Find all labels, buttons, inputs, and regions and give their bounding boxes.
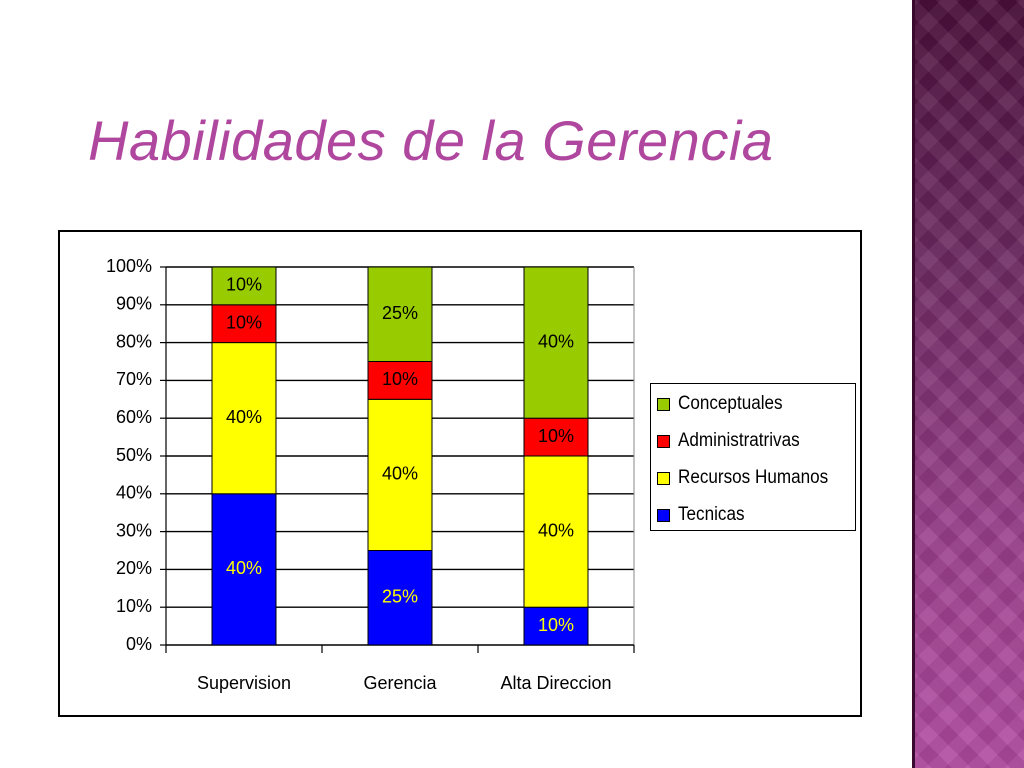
bar-segment	[211, 493, 277, 646]
bar-segment	[211, 266, 277, 306]
data-label: 40%	[226, 407, 262, 427]
legend-swatch	[657, 434, 670, 448]
x-tick-label: Supervision	[197, 673, 291, 693]
stacked-bar-chart: 0% 10% 20% 30% 40% 50% 60% 70% 80% 90% 100% Supervi…	[106, 256, 635, 693]
x-tick-label: Gerencia	[363, 673, 437, 693]
data-label: 10%	[382, 369, 418, 389]
y-tick-label: 80%	[116, 331, 152, 351]
y-tick-label: 50%	[116, 445, 152, 465]
legend-label: Recursos Humanos	[678, 467, 829, 488]
y-tick-label: 0%	[126, 634, 152, 654]
data-label: 40%	[226, 558, 262, 578]
legend-item: Conceptuales	[657, 392, 794, 416]
data-label: 10%	[226, 312, 262, 332]
bar-segment	[523, 417, 589, 457]
bar-segment	[367, 361, 433, 400]
legend-item: Tecnicas	[657, 503, 752, 527]
data-label: 40%	[538, 331, 574, 351]
legend-item: Recursos Humanos	[657, 466, 845, 490]
legend-label: Administratrivas	[678, 430, 800, 451]
chart-legend: Conceptuales Administratrivas Recursos Hum…	[650, 383, 856, 531]
y-tick-label: 20%	[116, 558, 152, 578]
bar-segment	[211, 304, 277, 344]
bar-segment	[367, 550, 433, 646]
side-band-edge	[912, 0, 915, 768]
data-label: 40%	[538, 520, 574, 540]
data-label: 10%	[226, 275, 262, 295]
decorative-side-band	[912, 0, 1024, 768]
bar-segment	[211, 342, 277, 495]
legend-label: Tecnicas	[678, 504, 745, 525]
legend-label: Conceptuales	[678, 393, 783, 414]
y-tick-label: 100%	[106, 256, 152, 276]
slide-title: Habilidades de la Gerencia	[88, 109, 774, 172]
side-band-pattern	[912, 0, 1024, 768]
legend-swatch	[657, 397, 670, 411]
legend-item: Administratrivas	[657, 429, 813, 453]
y-tick-label: 10%	[116, 596, 152, 616]
legend-swatch	[657, 471, 670, 485]
data-label: 10%	[538, 426, 574, 446]
y-tick-label: 90%	[116, 294, 152, 314]
data-label: 25%	[382, 587, 418, 607]
y-tick-label: 70%	[116, 369, 152, 389]
data-label: 25%	[382, 303, 418, 323]
data-label: 10%	[538, 615, 574, 635]
bar-segment	[523, 266, 589, 419]
bar-segment	[523, 455, 589, 608]
legend-swatch	[657, 508, 670, 522]
y-tick-label: 40%	[116, 483, 152, 503]
y-tick-label: 30%	[116, 520, 152, 540]
data-label: 40%	[382, 464, 418, 484]
x-tick-label: Alta Direccion	[500, 673, 611, 693]
chart-frame: 0% 10% 20% 30% 40% 50% 60% 70% 80% 90% 100% Supervi…	[58, 230, 862, 717]
y-tick-label: 60%	[116, 407, 152, 427]
bar-segment	[367, 266, 433, 362]
